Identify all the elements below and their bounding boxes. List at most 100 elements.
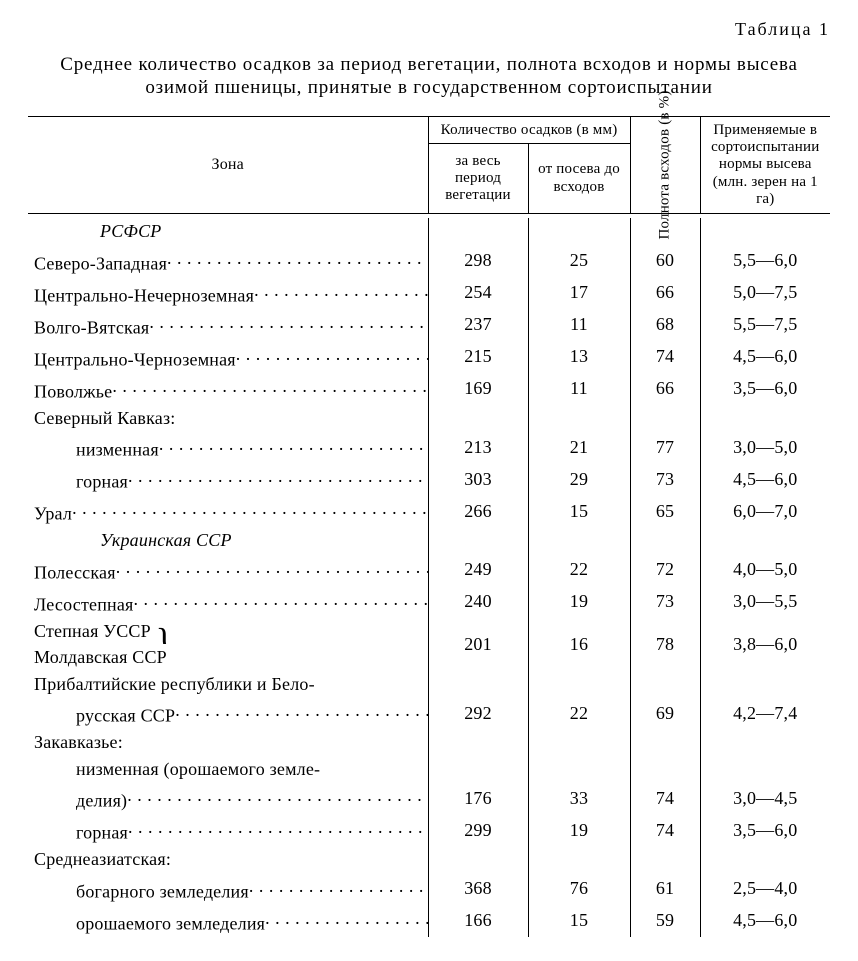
cell-emergence: 78	[630, 618, 700, 671]
cell-emergence: 68	[630, 309, 700, 341]
zone-label: Полесская	[34, 562, 116, 582]
cell	[630, 527, 700, 554]
cell-norm	[700, 846, 830, 873]
leader-dots	[175, 699, 428, 722]
leader-dots	[159, 433, 428, 456]
leader-dots	[134, 588, 428, 611]
cell	[700, 218, 830, 245]
zone-label: делия)	[76, 791, 127, 811]
cell	[428, 218, 528, 245]
table-row: Среднеазиатская:	[28, 846, 830, 873]
cell-emergence: 74	[630, 782, 700, 814]
zone-cell: Северный Кавказ:	[28, 405, 428, 432]
table-row: орошаемого земледелия16615594,5—6,0	[28, 905, 830, 937]
cell-precip-emerg: 19	[528, 586, 630, 618]
cell-norm	[700, 729, 830, 756]
table-row: Степная УССР }20116783,8—6,0	[28, 618, 830, 645]
zone-label: Среднеазиатская:	[34, 849, 171, 869]
table-row: низменная21321773,0—5,0	[28, 431, 830, 463]
cell-norm	[700, 756, 830, 783]
col-header-zone: Зона	[28, 117, 428, 214]
cell-emergence	[630, 729, 700, 756]
leader-dots	[254, 279, 428, 302]
cell-emergence: 74	[630, 341, 700, 373]
cell-norm	[700, 405, 830, 432]
zone-label: Закавказье:	[34, 732, 123, 752]
zone-label: Лесостепная	[34, 594, 134, 614]
cell-precip-total: 176	[428, 782, 528, 814]
cell-precip-emerg: 76	[528, 873, 630, 905]
zone-label: Молдавская ССР	[34, 647, 167, 667]
cell-norm: 4,5—6,0	[700, 463, 830, 495]
cell-precip-total: 292	[428, 697, 528, 729]
zone-cell: Среднеазиатская:	[28, 846, 428, 873]
table-caption: Среднее количество осадков за период вег…	[28, 49, 830, 117]
zone-cell: орошаемого земледелия	[28, 905, 428, 937]
cell-norm: 5,5—6,0	[700, 245, 830, 277]
cell-emergence	[630, 405, 700, 432]
cell-precip-emerg	[528, 405, 630, 432]
zone-cell: Молдавская ССР	[28, 644, 428, 671]
cell-precip-emerg: 19	[528, 814, 630, 846]
zone-label: русская ССР	[76, 706, 175, 726]
cell-norm: 4,2—7,4	[700, 697, 830, 729]
cell-norm: 4,0—5,0	[700, 554, 830, 586]
cell-precip-total: 298	[428, 245, 528, 277]
cell-norm: 5,5—7,5	[700, 309, 830, 341]
zone-label: Степная УССР	[34, 621, 151, 641]
zone-cell: Степная УССР }	[28, 618, 428, 645]
cell-precip-emerg: 33	[528, 782, 630, 814]
table-row: Центрально-Нечерноземная25417665,0—7,5	[28, 277, 830, 309]
cell-precip-total: 299	[428, 814, 528, 846]
leader-dots	[149, 311, 428, 334]
zone-cell: Центрально-Черноземная	[28, 341, 428, 373]
cell-precip-total: 240	[428, 586, 528, 618]
leader-dots	[249, 875, 428, 898]
zone-label: Урал	[34, 504, 72, 524]
cell-emergence: 74	[630, 814, 700, 846]
zone-cell: Урал	[28, 495, 428, 527]
cell-emergence: 65	[630, 495, 700, 527]
cell-norm	[700, 671, 830, 698]
leader-dots	[72, 497, 428, 520]
cell-precip-emerg	[528, 671, 630, 698]
cell-precip-emerg: 11	[528, 309, 630, 341]
table-row: низменная (орошаемого земле-	[28, 756, 830, 783]
table-row: русская ССР29222694,2—7,4	[28, 697, 830, 729]
zone-label: Центрально-Нечерноземная	[34, 285, 254, 305]
cell	[528, 527, 630, 554]
cell	[700, 527, 830, 554]
col-header-precip-group: Количество осадков (в мм)	[428, 117, 630, 144]
zone-cell: горная	[28, 814, 428, 846]
leader-dots	[167, 247, 428, 270]
cell-emergence: 73	[630, 463, 700, 495]
cell-emergence: 73	[630, 586, 700, 618]
cell-precip-total	[428, 405, 528, 432]
leader-dots	[116, 556, 428, 579]
cell-precip-total	[428, 846, 528, 873]
cell-norm: 3,8—6,0	[700, 618, 830, 671]
col-header-norms: Применяемые в сортоиспы­тании нормы высе…	[700, 117, 830, 214]
leader-dots	[128, 816, 428, 839]
cell	[428, 527, 528, 554]
cell	[528, 218, 630, 245]
cell-precip-total: 166	[428, 905, 528, 937]
cell-emergence	[630, 846, 700, 873]
zone-cell: Северо-Западная	[28, 245, 428, 277]
table-row: Поволжье16911663,5—6,0	[28, 373, 830, 405]
zone-cell: Полесская	[28, 554, 428, 586]
cell-precip-total: 266	[428, 495, 528, 527]
cell-precip-total: 215	[428, 341, 528, 373]
col-header-precip-emerg: от посева до всходов	[528, 144, 630, 214]
zone-label: Волго-Вятская	[34, 317, 149, 337]
cell-precip-total	[428, 756, 528, 783]
cell-precip-emerg: 15	[528, 905, 630, 937]
cell-precip-emerg: 29	[528, 463, 630, 495]
zone-label: Центрально-Черноземная	[34, 349, 236, 369]
zone-cell: Поволжье	[28, 373, 428, 405]
cell-emergence: 61	[630, 873, 700, 905]
cell-precip-emerg: 13	[528, 341, 630, 373]
data-table: Зона Количество осадков (в мм) Полнота в…	[28, 116, 830, 937]
cell-precip-total: 303	[428, 463, 528, 495]
cell-norm: 3,0—5,0	[700, 431, 830, 463]
